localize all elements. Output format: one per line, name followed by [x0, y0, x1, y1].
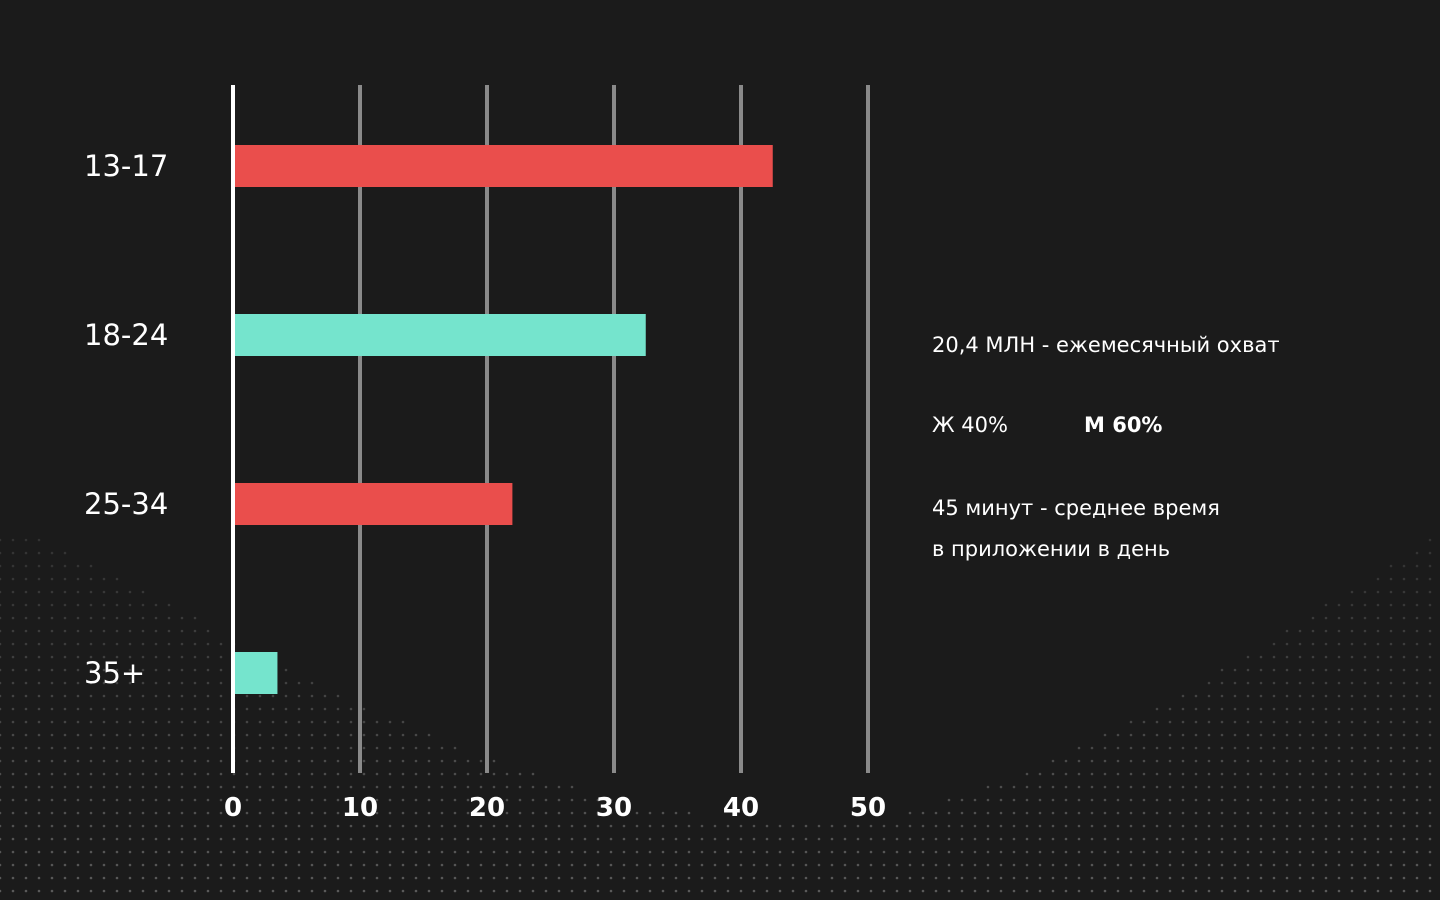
bar-13-17	[235, 145, 773, 187]
x-tick-label-30: 30	[596, 793, 632, 823]
x-tick-label-20: 20	[469, 793, 505, 823]
category-label-18-24: 18-24	[84, 318, 168, 352]
x-tick-label-10: 10	[342, 793, 378, 823]
male-share: М 60%	[1084, 413, 1163, 437]
category-label-25-34: 25-34	[84, 487, 168, 521]
avg-time-line-2: в приложении в день	[932, 537, 1171, 561]
x-tick-label-0: 0	[224, 793, 242, 823]
x-tick-label-50: 50	[850, 793, 886, 823]
bar-35+	[235, 652, 278, 694]
female-share: Ж 40%	[932, 413, 1008, 437]
gender-split: Ж 40% М 60%	[932, 413, 1232, 443]
avg-time-line-1: 45 минут - среднее время	[932, 496, 1220, 520]
x-tick-label-40: 40	[723, 793, 759, 823]
bar-25-34	[235, 483, 513, 525]
bar-18-24	[235, 314, 646, 356]
category-label-35+: 35+	[84, 656, 145, 690]
monthly-reach-text: 20,4 МЛН - ежемесячный охват	[932, 333, 1280, 357]
category-label-13-17: 13-17	[84, 149, 168, 183]
